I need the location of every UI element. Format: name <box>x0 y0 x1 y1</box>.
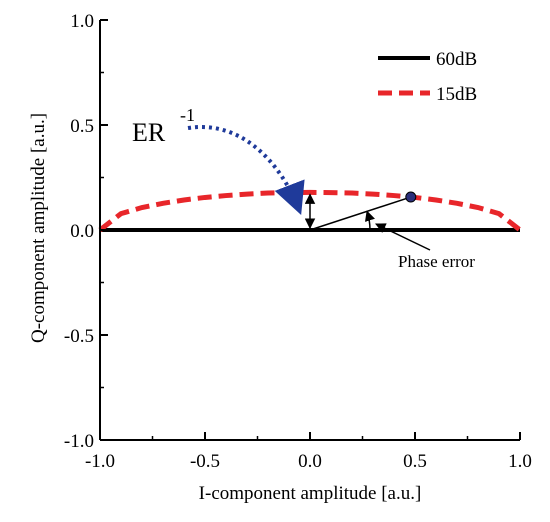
x-tick-label: 0.0 <box>298 451 322 472</box>
y-tick-label: 1.0 <box>70 11 94 32</box>
y-tick-label: 0.5 <box>70 116 94 137</box>
phase-error-pointer <box>375 223 431 251</box>
axes: -1.0 -0.5 0.0 0.5 1.0 -1.0 -0.5 0.0 0.5 1.0 <box>64 11 532 472</box>
y-tick-label: -1.0 <box>64 431 94 452</box>
x-tick-label: 0.5 <box>403 451 427 472</box>
x-tick-label: -1.0 <box>85 451 115 472</box>
x-axis-label: I-component amplitude [a.u.] <box>199 483 422 504</box>
er-superscript: -1 <box>180 105 195 125</box>
phase-error-label: Phase error <box>398 252 475 271</box>
annotations: Phase error ER -1 <box>132 105 475 271</box>
y-axis-label: Q-component amplitude [a.u.] <box>28 113 49 343</box>
marker-point <box>405 191 417 203</box>
er-label: ER <box>132 118 166 147</box>
series-line-15db <box>98 189 522 232</box>
phase-angle-arc <box>364 210 375 231</box>
legend: 60dB 15dB <box>378 49 477 105</box>
x-tick-label: 1.0 <box>508 451 532 472</box>
legend-label-15db: 15dB <box>436 84 477 105</box>
er-pointer-arrow <box>187 124 305 215</box>
x-tick-label: -0.5 <box>190 451 220 472</box>
legend-label-60db: 60dB <box>436 49 477 70</box>
phase-vector <box>309 196 412 231</box>
y-tick-label: -0.5 <box>64 326 94 347</box>
y-tick-label: 0.0 <box>70 221 94 242</box>
